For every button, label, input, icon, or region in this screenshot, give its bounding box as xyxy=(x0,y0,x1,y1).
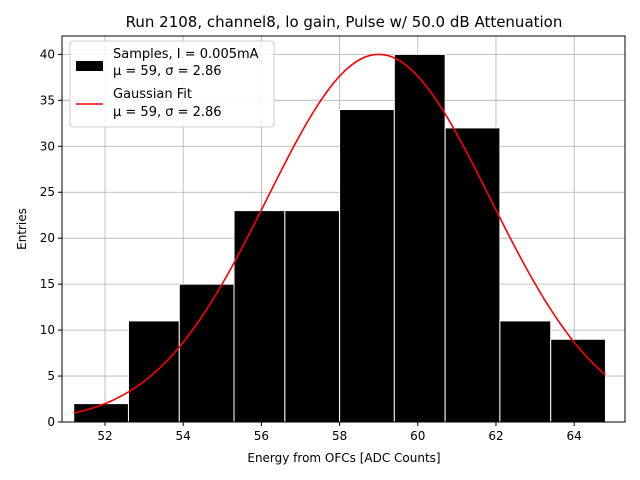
legend: Samples, I = 0.005mA μ = 59, σ = 2.86 Ga… xyxy=(69,40,275,128)
x-tick-label: 58 xyxy=(332,429,347,443)
histogram-bar xyxy=(127,320,180,423)
y-tick-label: 35 xyxy=(40,93,55,107)
legend-samples-patch xyxy=(76,61,103,71)
y-tick-label: 25 xyxy=(40,185,55,199)
legend-fit-label: Gaussian Fit xyxy=(113,87,192,102)
x-axis-label: Energy from OFCs [ADC Counts] xyxy=(247,451,440,465)
x-tick-label: 62 xyxy=(488,429,503,443)
y-tick-label: 15 xyxy=(40,277,55,291)
y-tick-label: 40 xyxy=(40,47,55,61)
histogram-bar xyxy=(73,403,129,423)
y-axis-ticks: 0 5 10 15 20 25 30 35 40 xyxy=(40,47,62,429)
legend-samples-label: Samples, I = 0.005mA xyxy=(113,47,259,62)
x-axis-ticks: 52 54 56 58 60 62 64 xyxy=(97,422,582,443)
histogram-bar xyxy=(499,320,552,423)
plot-frame xyxy=(61,35,626,423)
gaussian-fit-curve xyxy=(73,53,606,414)
y-tick-label: 0 xyxy=(47,415,55,429)
legend-box xyxy=(69,40,275,128)
x-tick-label: 56 xyxy=(254,429,269,443)
histogram-bar xyxy=(233,210,286,423)
y-tick-label: 30 xyxy=(40,139,55,153)
y-tick-label: 20 xyxy=(40,231,55,245)
histogram-bar xyxy=(284,210,341,423)
x-tick-label: 52 xyxy=(97,429,112,443)
histogram-bar xyxy=(178,283,235,423)
histogram-bar xyxy=(339,109,395,423)
y-tick-label: 10 xyxy=(40,323,55,337)
chart-title: Run 2108, channel8, lo gain, Pulse w/ 50… xyxy=(126,13,563,31)
histogram-bar xyxy=(550,338,606,423)
legend-samples-stats: μ = 59, σ = 2.86 xyxy=(113,64,222,79)
histogram-bars xyxy=(73,53,606,423)
histogram-bar xyxy=(393,53,446,423)
x-tick-label: 54 xyxy=(176,429,191,443)
x-tick-label: 64 xyxy=(567,429,582,443)
x-tick-label: 60 xyxy=(410,429,425,443)
y-axis-label: Entries xyxy=(15,208,29,250)
gaussian-fit xyxy=(73,53,606,414)
y-tick-label: 5 xyxy=(47,369,55,383)
histogram-bar xyxy=(444,127,501,423)
legend-fit-stats: μ = 59, σ = 2.86 xyxy=(113,105,222,120)
